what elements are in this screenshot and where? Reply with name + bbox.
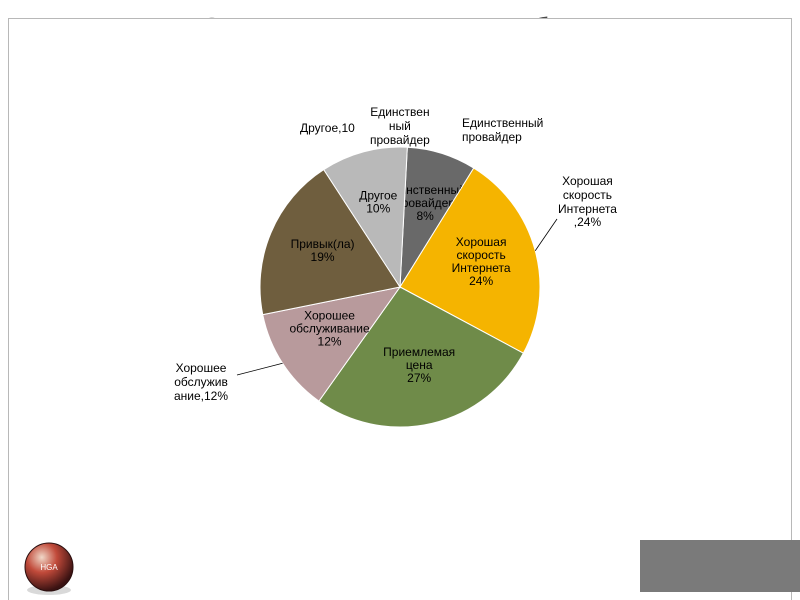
leader-label: Хорошее обслужив ание,12% — [174, 362, 228, 403]
leader-label: Другое,10 — [300, 122, 355, 136]
logo-text: HGA — [40, 563, 58, 572]
leader-label: Единствен ный провайдер — [370, 106, 430, 147]
decorative-bar — [640, 540, 800, 592]
leader-label: Хорошая скорость Интернета ,24% — [558, 175, 617, 230]
pie-chart: Единственныйпровайдер8%ХорошаяскоростьИн… — [255, 142, 545, 432]
brand-logo: HGA — [20, 540, 78, 598]
leader-label: Единственный провайдер — [462, 117, 543, 145]
pie-svg: Единственныйпровайдер8%ХорошаяскоростьИн… — [255, 142, 545, 432]
sphere-icon: HGA — [20, 540, 78, 598]
